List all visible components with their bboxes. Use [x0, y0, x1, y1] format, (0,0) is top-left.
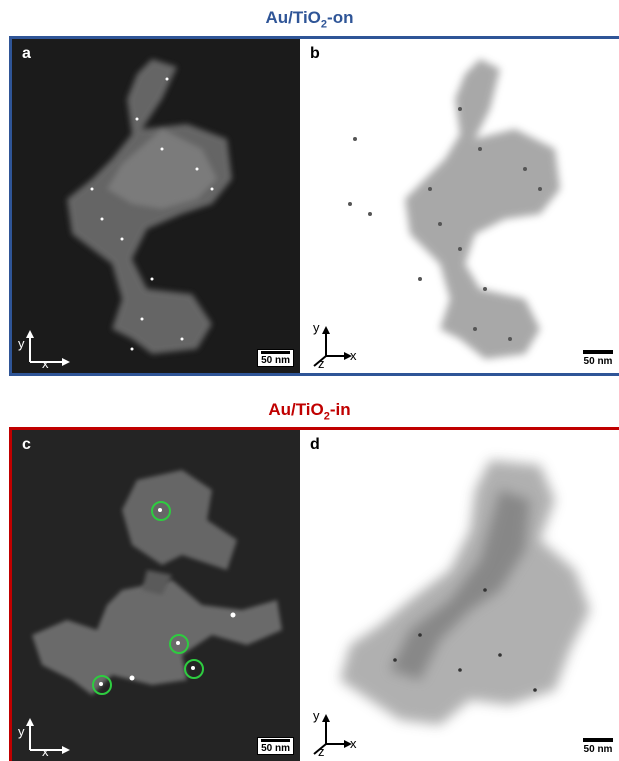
scale-bar-line	[583, 738, 613, 742]
axis-label-y: y	[313, 320, 320, 335]
panel-d: d y x z 50 nm	[300, 430, 619, 761]
highlight-circle-3	[184, 659, 204, 679]
axis-label-x: x	[42, 744, 49, 759]
panel-label-c: c	[22, 436, 31, 453]
axis-label-z: z	[318, 356, 325, 371]
axis-label-y: y	[313, 708, 320, 723]
highlight-circle-1	[151, 501, 171, 521]
scale-bar-line	[261, 739, 290, 742]
frame-au-tio2-on	[9, 36, 619, 376]
scale-bar-label: 50 nm	[583, 356, 613, 367]
axis-arrows-3d-icon	[313, 326, 352, 367]
title-prefix: Au/TiO	[268, 400, 324, 419]
tomography-render-b	[348, 59, 560, 359]
scale-bar-line	[583, 350, 613, 354]
axis-label-x: x	[350, 736, 357, 751]
scale-bar-label: 50 nm	[261, 743, 290, 754]
axis-indicator-a: y x	[18, 324, 78, 371]
scale-bar-line	[261, 351, 290, 354]
axis-arrows-icon	[26, 330, 70, 366]
scale-bar-c: 50 nm	[257, 737, 294, 755]
title-prefix: Au/TiO	[265, 8, 321, 27]
panel-label-d: d	[310, 436, 320, 453]
title-subscript: 2	[323, 410, 330, 423]
panel-c: c y x 50 nm	[12, 430, 300, 761]
scale-bar-label: 50 nm	[583, 744, 613, 755]
axis-label-x: x	[42, 356, 49, 371]
panel-b: b y x z 50 nm	[300, 39, 619, 373]
title-suffix: -on	[327, 8, 354, 27]
tomography-render-d	[340, 460, 590, 725]
scale-bar-b: 50 nm	[583, 350, 613, 367]
axis-arrows-3d-icon	[313, 714, 352, 755]
frame-au-tio2-in	[9, 427, 619, 761]
tem-image-a	[67, 59, 232, 354]
panel-a: a y x 50 nm	[12, 39, 300, 373]
axis-indicator-d: y x z	[306, 708, 366, 759]
title-suffix: -in	[329, 400, 351, 419]
section-title-au-tio2-on: Au/TiO2-on	[0, 8, 619, 30]
axis-arrows-icon	[26, 718, 70, 754]
section-title-au-tio2-in: Au/TiO2-in	[0, 400, 619, 422]
title-subscript: 2	[320, 18, 328, 31]
scale-bar-d: 50 nm	[583, 738, 613, 755]
axis-label-y: y	[18, 724, 25, 739]
axis-indicator-b: y x z	[306, 320, 366, 371]
scale-bar-label: 50 nm	[261, 355, 290, 366]
highlight-circle-2	[169, 634, 189, 654]
axis-label-y: y	[18, 336, 25, 351]
scale-bar-a: 50 nm	[257, 349, 294, 367]
axis-label-z: z	[318, 744, 325, 759]
axis-label-x: x	[350, 348, 357, 363]
tem-image-c	[32, 470, 282, 695]
axis-indicator-c: y x	[18, 712, 78, 759]
highlight-circle-4	[92, 675, 112, 695]
panel-label-b: b	[310, 45, 320, 62]
panel-label-a: a	[22, 45, 31, 62]
